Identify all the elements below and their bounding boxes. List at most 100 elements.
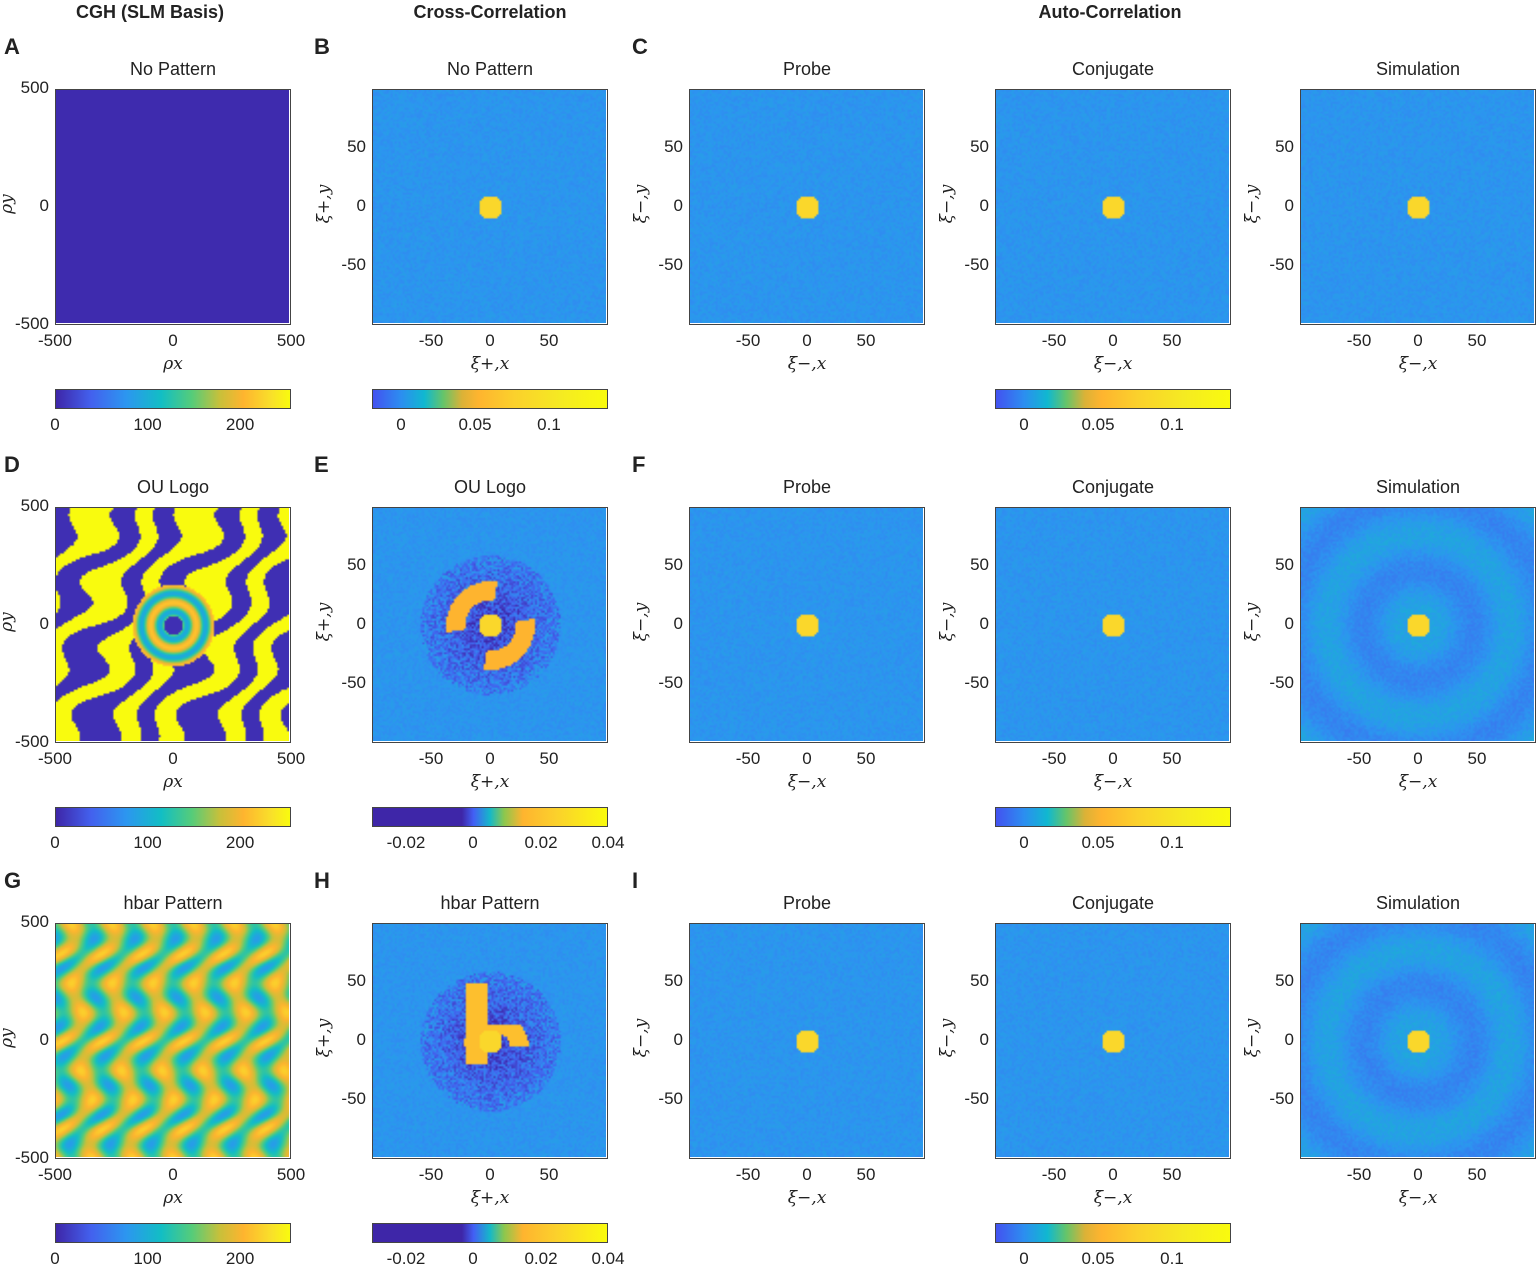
x-axis-label: ξ−,x	[1083, 772, 1143, 792]
column-header-cgh: CGH (SLM Basis)	[30, 2, 270, 23]
x-tick-label: 0	[782, 1165, 832, 1185]
colorbar-tick-label: 0.04	[578, 833, 638, 853]
x-tick-label: 500	[266, 749, 316, 769]
y-tick-label: 50	[641, 137, 683, 157]
colorbar	[372, 807, 608, 827]
colorbar-tick-label: 100	[118, 1249, 178, 1269]
y-tick-label: 50	[1252, 137, 1294, 157]
x-axis-label: ξ−,x	[1388, 354, 1448, 374]
y-tick-label: -50	[1252, 1089, 1294, 1109]
x-tick-label: 50	[1147, 1165, 1197, 1185]
x-tick-label: 0	[1088, 331, 1138, 351]
colorbar-tick-label: 200	[210, 1249, 270, 1269]
heatmap-image	[1301, 90, 1534, 323]
panel-title: Probe	[687, 893, 927, 914]
colorbar-tick-label: 100	[118, 833, 178, 853]
y-tick-label: -50	[947, 673, 989, 693]
x-tick-label: 0	[148, 331, 198, 351]
x-tick-label: 50	[1452, 749, 1502, 769]
heatmap-cross	[372, 923, 608, 1159]
y-axis-label: ξ+,y	[314, 174, 334, 234]
x-tick-label: -50	[723, 331, 773, 351]
colorbar-tick-label: 200	[210, 833, 270, 853]
x-axis-label: ξ−,x	[1388, 1188, 1448, 1208]
panel-letter-b: B	[314, 34, 330, 60]
y-tick-label: 500	[7, 496, 49, 516]
y-tick-label: -50	[641, 1089, 683, 1109]
colorbar-tick-label: 0.04	[578, 1249, 638, 1269]
y-tick-label: -50	[641, 673, 683, 693]
colorbar	[995, 389, 1231, 409]
colorbar-tick-label: 0	[371, 415, 431, 435]
panel-title: hbar Pattern	[53, 893, 293, 914]
colorbar-tick-label: 0.02	[511, 833, 571, 853]
panel-letter-g: G	[4, 868, 21, 894]
heatmap-image	[56, 90, 289, 323]
panel-letter-e: E	[314, 452, 329, 478]
heatmap-image	[373, 508, 606, 741]
x-tick-label: 0	[1393, 331, 1443, 351]
colorbar-tick-label: 0	[25, 1249, 85, 1269]
x-axis-label: ρx	[143, 354, 203, 374]
y-axis-label: ρy	[0, 592, 17, 652]
y-axis-label: ξ−,y	[1242, 1008, 1262, 1068]
y-tick-label: -50	[947, 1089, 989, 1109]
y-axis-label: ξ−,y	[937, 592, 957, 652]
heatmap-auto	[1300, 89, 1536, 325]
colorbar-tick-label: 200	[210, 415, 270, 435]
x-tick-label: -50	[1029, 749, 1079, 769]
panel-title: Conjugate	[993, 477, 1233, 498]
x-tick-label: -50	[406, 331, 456, 351]
colorbar-tick-label: 0.1	[1142, 415, 1202, 435]
panel-title: Probe	[687, 477, 927, 498]
x-tick-label: 0	[782, 331, 832, 351]
y-tick-label: 50	[1252, 555, 1294, 575]
x-tick-label: 50	[1452, 331, 1502, 351]
y-tick-label: 50	[641, 555, 683, 575]
x-axis-label: ρx	[143, 772, 203, 792]
panel-title: Conjugate	[993, 893, 1233, 914]
colorbar	[372, 1223, 608, 1243]
x-tick-label: 50	[841, 749, 891, 769]
y-tick-label: -50	[324, 1089, 366, 1109]
x-tick-label: -500	[30, 331, 80, 351]
x-axis-label: ρx	[143, 1188, 203, 1208]
heatmap-image	[56, 924, 289, 1157]
colorbar-tick-label: 0	[443, 833, 503, 853]
heatmap-auto	[689, 89, 925, 325]
heatmap-cross	[372, 89, 608, 325]
x-tick-label: -500	[30, 749, 80, 769]
colorbar	[55, 807, 291, 827]
y-axis-label: ξ+,y	[314, 592, 334, 652]
colorbar-tick-label: 0.1	[519, 415, 579, 435]
heatmap-image	[996, 508, 1229, 741]
heatmap-auto	[995, 923, 1231, 1159]
x-tick-label: -50	[1334, 749, 1384, 769]
panel-title: Probe	[687, 59, 927, 80]
x-axis-label: ξ+,x	[460, 1188, 520, 1208]
colorbar-tick-label: 0.1	[1142, 833, 1202, 853]
heatmap-auto	[995, 89, 1231, 325]
heatmap-image	[1301, 924, 1534, 1157]
heatmap-auto	[689, 923, 925, 1159]
heatmap-image	[373, 90, 606, 323]
x-axis-label: ξ−,x	[777, 354, 837, 374]
y-axis-label: ξ+,y	[314, 1008, 334, 1068]
colorbar	[372, 389, 608, 409]
x-tick-label: 500	[266, 1165, 316, 1185]
colorbar	[55, 389, 291, 409]
heatmap-image	[690, 508, 923, 741]
panel-title: Conjugate	[993, 59, 1233, 80]
heatmap-cgh	[55, 923, 291, 1159]
heatmap-image	[373, 924, 606, 1157]
x-tick-label: 0	[1393, 749, 1443, 769]
heatmap-image	[1301, 508, 1534, 741]
x-tick-label: 50	[841, 1165, 891, 1185]
colorbar-tick-label: 0	[25, 833, 85, 853]
heatmap-auto	[1300, 507, 1536, 743]
x-tick-label: 50	[1147, 331, 1197, 351]
x-tick-label: 50	[841, 331, 891, 351]
panel-letter-c: C	[632, 34, 648, 60]
panel-letter-f: F	[632, 452, 645, 478]
y-tick-label: 50	[1252, 971, 1294, 991]
